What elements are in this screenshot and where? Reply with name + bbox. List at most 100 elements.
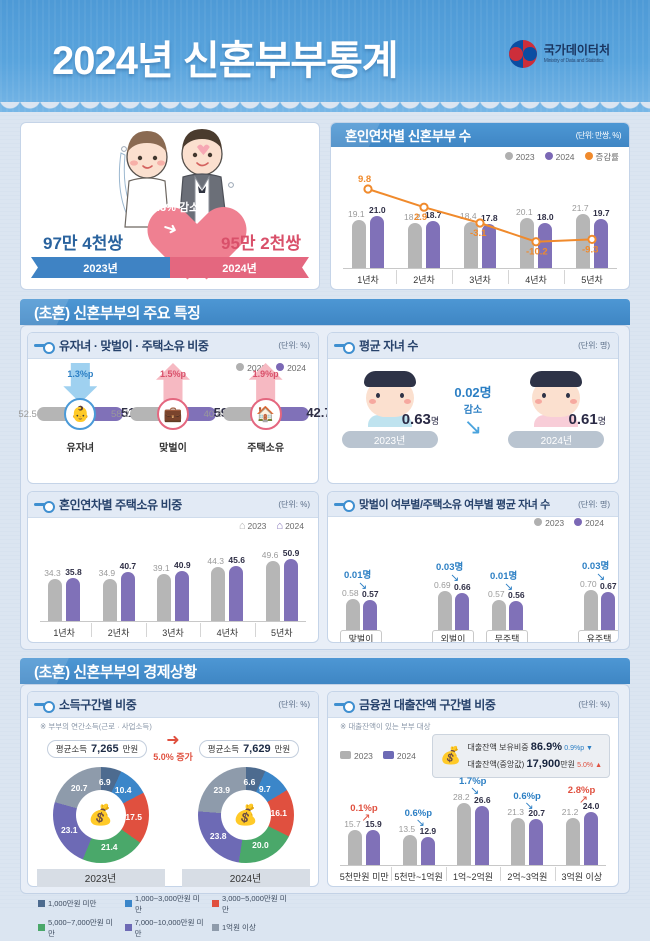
bar-2024-5천만원 미만 <box>366 830 381 865</box>
agency-name-en: Ministry of Data and Statistics <box>543 57 604 64</box>
bar-label-2023-맞벌이: 0.58 <box>342 588 359 599</box>
sub-label-맞벌이: 맞벌이 <box>340 630 382 642</box>
income-legend-item: 1,000만원 미만 <box>38 893 119 915</box>
delta-arrow-icon-맞벌이: ↘ <box>358 580 368 593</box>
section3-header: (초혼) 신혼부부의 경제상황 <box>20 658 630 684</box>
income-legend-item: 1억원 이상 <box>212 917 293 939</box>
chart1-plot: 19.1 21.0 1년차 18.2 18.7 2년차 18.4 17.8 3년차 20.1 18.… <box>335 163 625 289</box>
bar-2023-3년차 <box>157 573 171 621</box>
x-divider <box>91 623 93 637</box>
panel-traits-unit: (단위: %) <box>278 341 310 350</box>
panel-traits-title: 유자녀 · 맞벌이 · 주택소유 비중 <box>59 339 209 353</box>
trait-label-homeowner: 주택소유 <box>247 443 285 454</box>
slice-label-5,000~7,000만원 미만: 21.4 <box>100 842 118 853</box>
delta-arrow-icon-2억~3억원: ↘ <box>524 800 534 813</box>
legend-item-2023: 2023 <box>534 518 564 528</box>
chart1-unit: (단위: 만쌍, %) <box>575 130 622 140</box>
bar-label-2023-1년차: 34.3 <box>44 568 61 579</box>
trait-label-children: 유자녀 <box>66 443 95 454</box>
ribbon-2023: 2023년 <box>31 257 170 278</box>
baby-icon: 👶 <box>64 398 97 430</box>
bar-2023-2년차 <box>408 222 422 268</box>
bar-label-2024-4년차: 45.6 <box>228 554 245 565</box>
section-key-traits: (초혼) 신혼부부의 주요 특징 유자녀 · 맞벌이 · 주택소유 비중 (단위… <box>18 299 630 650</box>
bar-label-2024-5천만~1억원: 12.9 <box>419 825 437 836</box>
panel-ctype-title: 맞벌이 여부별/주택소유 여부별 평균 자녀 수 <box>359 499 550 511</box>
delta-5천만~1억원: 0.6%p <box>404 808 433 820</box>
delta-arrow-icon-외벌이: ↘ <box>450 571 460 584</box>
income-note: ※ 부부의 연간소득(근로 · 사업소득) <box>40 722 152 731</box>
avg-income-change: 5.0% 증가 <box>153 751 193 762</box>
child-2024: 0.61명 2024년 <box>505 371 608 448</box>
delta-1억~2억원: 1.7%p <box>459 775 487 787</box>
slice-label-1,000만원 미만: 6.6 <box>243 776 256 787</box>
income-donuts: 💰 6.9 10.4 17.5 21.4 23.1 20.7 2023년 💰 6.6 9.7 16.1… <box>28 763 318 887</box>
bar-label-2023-1억~2억원: 28.2 <box>453 791 470 802</box>
legend-item-2023: 2023 <box>340 751 373 761</box>
svg-text:2.9: 2.9 <box>414 212 427 223</box>
bar-2024-1억~2억원 <box>475 806 489 865</box>
bar-label-2023-1년차: 19.1 <box>348 209 365 220</box>
bar-2023-3억원 이상 <box>565 818 580 865</box>
money-bag-icon: 💰 <box>440 746 462 766</box>
delta-맞벌이: 0.01명 <box>344 570 372 582</box>
panel-house-title: 혼인연차별 주택소유 비중 <box>59 498 182 512</box>
x-divider <box>254 623 256 637</box>
trait-delta-children: 1.3%p <box>67 369 94 379</box>
bar-2024-3년차 <box>482 223 496 268</box>
bar-label-2023-5천만~1억원: 13.5 <box>398 824 416 835</box>
children-delta-note: 감소 <box>463 404 483 416</box>
boy-face-icon <box>363 371 416 417</box>
bullet-icon <box>34 500 55 513</box>
girl-face-icon <box>530 371 583 417</box>
x-label-2억~3억원: 2억~3억원 <box>507 872 548 882</box>
bar-label-2023-무주택: 0.57 <box>488 588 505 599</box>
x-label-2년차: 2년차 <box>413 275 435 285</box>
loan-summary-box: 💰 대출잔액 보유비중 86.9% 0.9%p ▼ 대출잔액(중앙값) 17,9… <box>432 734 610 779</box>
bar-2024-2년차 <box>120 571 135 621</box>
bar-2024-5천만~1억원 <box>420 836 435 865</box>
bullet-icon <box>334 500 355 512</box>
legend-item-2024: ⌂ 2024 <box>276 520 304 532</box>
svg-text:9.8: 9.8 <box>358 174 371 185</box>
sub-label-무주택: 무주택 <box>486 630 528 642</box>
header-wave-divider <box>0 102 650 112</box>
ctype-legend: 2023 2024 <box>534 518 604 528</box>
svg-text:-10.2: -10.2 <box>526 247 548 258</box>
panel-children-head: 평균 자녀 수 (단위: 명) <box>328 333 618 359</box>
bar-label-2024-3억원 이상: 24.0 <box>582 801 600 812</box>
panel-avg-children: 평균 자녀 수 (단위: 명) 0.63명 <box>327 332 619 484</box>
sub-label-외벌이: 외벌이 <box>432 630 474 642</box>
donut-ring: 💰 6.9 10.4 17.5 21.4 23.1 20.7 <box>52 766 149 863</box>
bar-2024-2억~3억원 <box>529 819 544 865</box>
traits-items: 1.3%p 👶 52.5 51.2 유자녀 1.5%p <box>18 363 332 462</box>
bullet-icon <box>34 700 55 713</box>
house-chart-plot: 34.3 35.8 1년차 34.9 40.7 2년차 39.1 40.9 3년차 44.3 45.… <box>32 536 314 642</box>
delta-arrow-icon-5천만원 미만: ↗ <box>361 812 371 825</box>
x-label-3년차: 3년차 <box>162 628 184 638</box>
delta-유주택: 0.03명 <box>582 560 610 572</box>
slice-label-3,000~5,000만원 미만: 16.1 <box>270 808 288 819</box>
bar-label-2023-5천만원 미만: 15.7 <box>344 819 361 830</box>
panel-ctype-unit: (단위: 명) <box>578 499 610 509</box>
x-divider <box>396 270 397 284</box>
bar-2023-5천만원 미만 <box>348 830 363 865</box>
growth-rate-line: 9.8 2.9 -3.1 -10.2 -9.3 <box>358 174 598 258</box>
slice-label-1,000~3,000만원 미만: 10.4 <box>114 785 132 796</box>
bar-label-2024-1년차: 21.0 <box>369 204 386 215</box>
panel-loan-title: 금융권 대출잔액 구간별 비중 <box>359 698 496 712</box>
bar-label-2023-유주택: 0.70 <box>580 578 597 589</box>
bar-label-2024-2년차: 40.7 <box>119 560 137 571</box>
bar-label-2024-맞벌이: 0.57 <box>362 588 379 599</box>
panel-children-by-type: 맞벌이 여부별/주택소유 여부별 평균 자녀 수 (단위: 명) 2023 20… <box>327 491 619 643</box>
slice-label-7,000~10,000만원 미만: 23.8 <box>209 830 227 841</box>
x-label-3년차: 3년차 <box>469 275 491 285</box>
panel-loan-head: 금융권 대출잔액 구간별 비중 (단위: %) <box>328 692 618 718</box>
bar-2024-5년차 <box>594 218 608 268</box>
slice-label-3,000~5,000만원 미만: 17.5 <box>125 812 142 823</box>
delta-외벌이: 0.03명 <box>436 561 464 573</box>
infographic-page: 2024년 신혼부부통계 국가데이터처 Ministry of Data and… <box>0 0 650 911</box>
bar-label-2023-외벌이: 0.69 <box>434 579 451 590</box>
svg-text:-9.3: -9.3 <box>582 244 598 255</box>
row-overview: 2.3% 감소 ➜ 97만 4천쌍 95만 2천쌍 2023년 2024년 혼인… <box>20 122 630 290</box>
